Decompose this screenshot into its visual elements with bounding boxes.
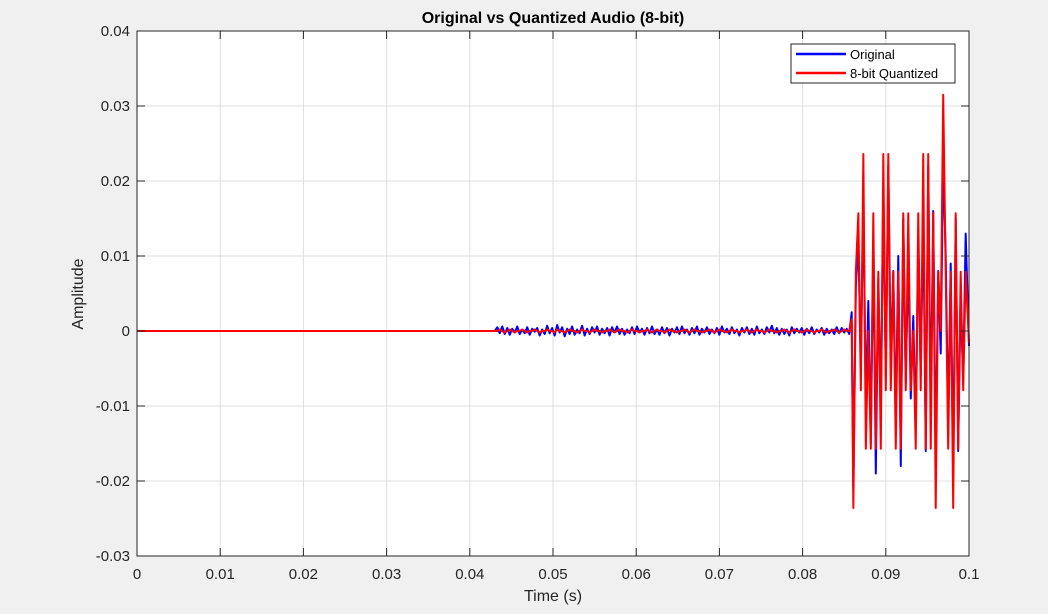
x-tick-label: 0.04 <box>455 566 484 583</box>
y-tick-label: 0.02 <box>101 173 130 190</box>
y-axis-label: Amplitude <box>70 258 87 329</box>
series-line-quantized <box>137 93 970 509</box>
x-tick-label: 0.08 <box>788 566 817 583</box>
legend-label-original: Original <box>850 47 895 62</box>
y-tick-label: 0.03 <box>101 98 130 115</box>
x-tick-label: 0.05 <box>538 566 567 583</box>
x-axis-label: Time (s) <box>524 588 582 605</box>
x-tick-label: 0.01 <box>206 566 235 583</box>
grid <box>137 31 969 556</box>
legend[interactable]: Original 8-bit Quantized <box>790 43 956 84</box>
x-tick-label: 0 <box>133 566 141 583</box>
x-tick-label: 0.03 <box>372 566 401 583</box>
x-tick-label: 0.06 <box>622 566 651 583</box>
x-tick-label: 0.02 <box>289 566 318 583</box>
y-tick-label: -0.02 <box>96 473 130 490</box>
series-layer <box>137 93 970 509</box>
y-tick-label: 0 <box>122 323 130 340</box>
y-tick-label: -0.01 <box>96 398 130 415</box>
x-tick-label: 0.09 <box>871 566 900 583</box>
chart-title: Original vs Quantized Audio (8-bit) <box>422 10 685 27</box>
x-tick-label: 0.1 <box>959 566 980 583</box>
x-tick-label: 0.07 <box>705 566 734 583</box>
y-tick-label: -0.03 <box>96 548 130 565</box>
legend-label-quantized: 8-bit Quantized <box>850 66 938 81</box>
legend-box <box>790 43 956 84</box>
y-tick-label: 0.04 <box>101 23 130 40</box>
ticks: 0 0.01 0.02 0.03 0.04 0.05 0.06 0.07 0.08 0.09 0.1… <box>96 23 980 583</box>
y-tick-label: 0.01 <box>101 248 130 265</box>
